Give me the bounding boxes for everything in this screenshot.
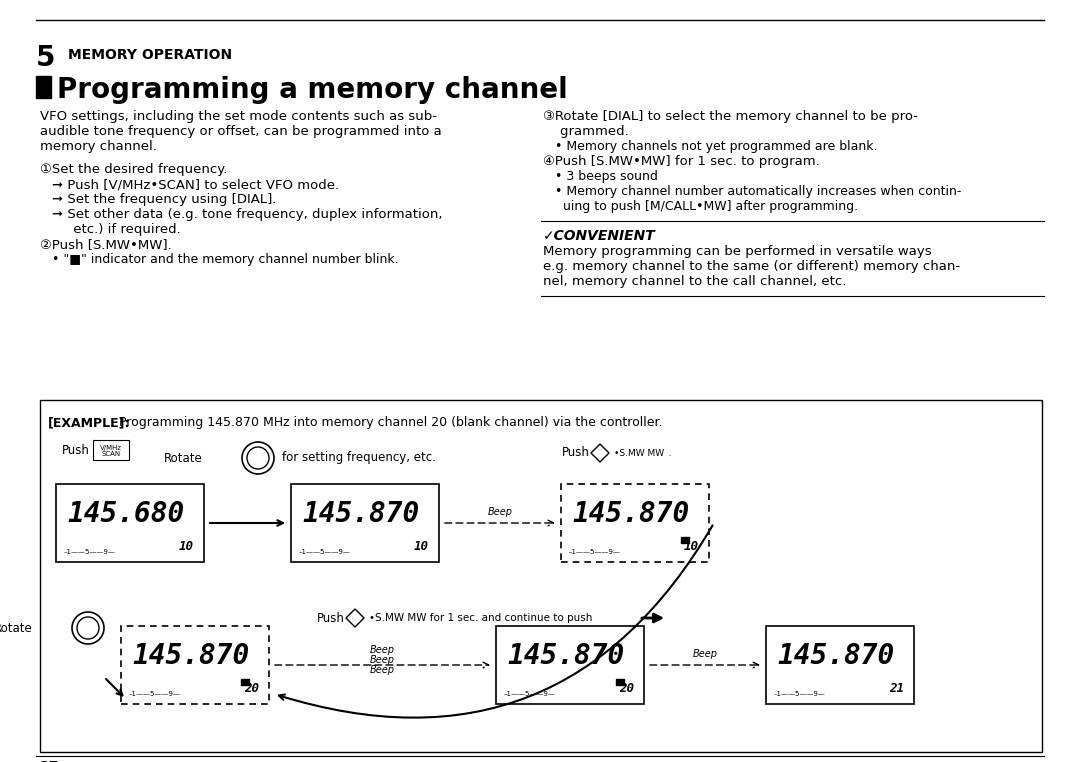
Text: Rotate: Rotate	[164, 452, 203, 465]
Text: 145.870: 145.870	[132, 642, 249, 670]
FancyBboxPatch shape	[766, 626, 914, 704]
Text: [EXAMPLE]:: [EXAMPLE]:	[48, 416, 131, 429]
FancyBboxPatch shape	[40, 400, 1042, 752]
Text: 27: 27	[40, 760, 59, 762]
Text: ➞ Set the frequency using [DIAL].: ➞ Set the frequency using [DIAL].	[52, 193, 276, 206]
Bar	[241, 678, 249, 684]
Text: –1——5——9—: –1——5——9—	[569, 549, 621, 555]
Text: grammed.: grammed.	[543, 125, 629, 138]
Text: –1——5——9—: –1——5——9—	[129, 691, 180, 697]
Text: Rotate: Rotate	[0, 622, 33, 635]
Text: Beep: Beep	[370, 645, 395, 655]
FancyBboxPatch shape	[93, 440, 129, 460]
FancyBboxPatch shape	[561, 484, 708, 562]
Text: Programming 145.870 MHz into memory channel 20 (blank channel) via the controlle: Programming 145.870 MHz into memory chan…	[114, 416, 662, 429]
Text: 10: 10	[684, 540, 699, 553]
Text: Push: Push	[562, 447, 590, 459]
Text: Beep: Beep	[370, 655, 395, 665]
FancyBboxPatch shape	[121, 626, 269, 704]
Text: 10: 10	[179, 540, 194, 553]
Text: ②Push [S.MW•MW].: ②Push [S.MW•MW].	[40, 238, 172, 251]
Text: –1——5——9—: –1——5——9—	[299, 549, 351, 555]
Text: 10: 10	[414, 540, 429, 553]
Text: V/MHz: V/MHz	[100, 445, 122, 451]
Text: ➞ Set other data (e.g. tone frequency, duplex information,: ➞ Set other data (e.g. tone frequency, d…	[52, 208, 443, 221]
Text: ④Push [S.MW•MW] for 1 sec. to program.: ④Push [S.MW•MW] for 1 sec. to program.	[543, 155, 820, 168]
Text: 145.680: 145.680	[67, 500, 185, 527]
Text: 145.870: 145.870	[507, 642, 624, 670]
Text: –1——5——9—: –1——5——9—	[504, 691, 556, 697]
FancyBboxPatch shape	[291, 484, 438, 562]
Circle shape	[77, 617, 99, 639]
Text: • Memory channel number automatically increases when contin-: • Memory channel number automatically in…	[555, 185, 961, 198]
Circle shape	[247, 447, 269, 469]
Text: audible tone frequency or offset, can be programmed into a: audible tone frequency or offset, can be…	[40, 125, 442, 138]
Text: ✓CONVENIENT: ✓CONVENIENT	[543, 229, 656, 243]
Text: 145.870: 145.870	[777, 642, 894, 670]
Text: memory channel.: memory channel.	[40, 140, 157, 153]
Text: Beep: Beep	[370, 665, 395, 675]
Text: –1——5——9—: –1——5——9—	[774, 691, 826, 697]
Text: Memory programming can be performed in versatile ways: Memory programming can be performed in v…	[543, 245, 932, 258]
Text: Push: Push	[63, 443, 90, 456]
Bar	[36, 76, 52, 98]
Text: • 3 beeps sound: • 3 beeps sound	[555, 170, 658, 183]
Text: MEMORY OPERATION: MEMORY OPERATION	[68, 48, 232, 62]
Text: uing to push [M/CALL•MW] after programming.: uing to push [M/CALL•MW] after programmi…	[555, 200, 859, 213]
Bar	[681, 536, 689, 543]
Text: VFO settings, including the set mode contents such as sub-: VFO settings, including the set mode con…	[40, 110, 437, 123]
Text: •S.MW MW for 1 sec. and continue to push: •S.MW MW for 1 sec. and continue to push	[369, 613, 592, 623]
Text: 20: 20	[244, 682, 259, 695]
Text: e.g. memory channel to the same (or different) memory chan-: e.g. memory channel to the same (or diff…	[543, 260, 960, 273]
Text: ①Set the desired frequency.: ①Set the desired frequency.	[40, 163, 228, 176]
Text: ➞ Push [V/MHz•SCAN] to select VFO mode.: ➞ Push [V/MHz•SCAN] to select VFO mode.	[52, 178, 339, 191]
Bar	[616, 678, 624, 684]
Text: •S.MW MW .: •S.MW MW .	[615, 449, 672, 457]
Text: nel, memory channel to the call channel, etc.: nel, memory channel to the call channel,…	[543, 275, 847, 288]
FancyBboxPatch shape	[56, 484, 204, 562]
Text: 21: 21	[889, 682, 904, 695]
Text: 145.870: 145.870	[572, 500, 689, 527]
Text: • "■" indicator and the memory channel number blink.: • "■" indicator and the memory channel n…	[52, 253, 399, 266]
Text: ③Rotate [DIAL] to select the memory channel to be pro-: ③Rotate [DIAL] to select the memory chan…	[543, 110, 918, 123]
Text: 145.870: 145.870	[302, 500, 419, 527]
Text: Programming a memory channel: Programming a memory channel	[57, 76, 568, 104]
FancyBboxPatch shape	[496, 626, 644, 704]
Text: Beep: Beep	[692, 649, 717, 659]
Text: Beep: Beep	[487, 507, 513, 517]
Text: –1——5——9—: –1——5——9—	[64, 549, 116, 555]
Text: SCAN: SCAN	[102, 451, 121, 457]
Text: 5: 5	[36, 44, 55, 72]
Text: for setting frequency, etc.: for setting frequency, etc.	[282, 452, 436, 465]
Text: • Memory channels not yet programmed are blank.: • Memory channels not yet programmed are…	[555, 140, 877, 153]
Text: Push: Push	[318, 611, 345, 625]
Text: 20: 20	[619, 682, 634, 695]
Text: etc.) if required.: etc.) if required.	[52, 223, 180, 236]
